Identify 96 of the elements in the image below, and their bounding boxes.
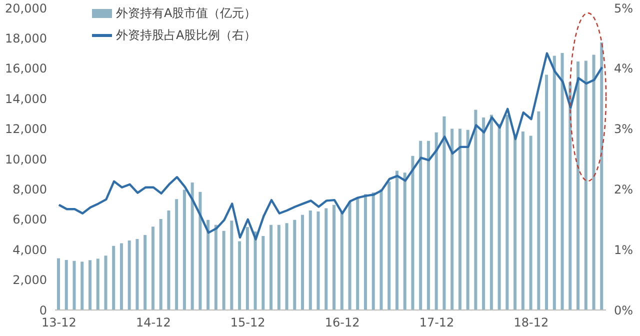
- bar: [96, 258, 100, 310]
- y2-tick-label: 4%: [614, 62, 634, 76]
- y-tick-label: 20,000: [5, 1, 47, 16]
- bar: [151, 226, 154, 310]
- x-tick-label: 13-12: [42, 316, 76, 330]
- bar: [411, 156, 414, 310]
- y2-tick-label: 2%: [614, 182, 634, 196]
- bar: [348, 202, 352, 310]
- bar: [285, 223, 288, 310]
- bar: [529, 136, 532, 310]
- x-tick-label: 17-12: [419, 316, 454, 330]
- bar: [120, 243, 123, 310]
- bar: [308, 210, 312, 310]
- bar: [584, 60, 588, 310]
- bar: [88, 260, 92, 310]
- bar: [159, 218, 162, 310]
- y-tick-label: 2,000: [12, 273, 47, 288]
- bar: [182, 190, 186, 310]
- x-tick-label: 16-12: [324, 316, 360, 330]
- bar: [450, 128, 454, 310]
- x-tick-label: 18-12: [514, 316, 549, 330]
- bar: [537, 111, 540, 310]
- bar: [372, 192, 375, 310]
- bar: [332, 204, 336, 310]
- bar: [419, 140, 422, 310]
- bar: [316, 212, 320, 310]
- bar: [490, 114, 493, 310]
- bar: [144, 234, 147, 310]
- bar: [198, 192, 202, 310]
- bar: [72, 260, 76, 310]
- bar: [136, 239, 139, 310]
- bar: [112, 246, 116, 310]
- bar: [506, 114, 509, 310]
- bar: [466, 130, 470, 310]
- y2-tick-label: 5%: [614, 1, 634, 16]
- bar: [482, 117, 486, 310]
- bar: [277, 224, 280, 310]
- bar: [592, 54, 596, 310]
- bar: [222, 230, 226, 310]
- bar: [340, 212, 344, 310]
- bar: [521, 132, 524, 310]
- y2-tick-label: 1%: [614, 242, 634, 257]
- y-tick-label: 10,000: [5, 152, 47, 166]
- bar: [175, 199, 178, 310]
- bar: [206, 220, 210, 310]
- y-tick-label: 0: [39, 303, 47, 318]
- bar: [403, 172, 406, 310]
- bar: [80, 262, 84, 310]
- bar: [568, 82, 572, 310]
- bar: [246, 226, 249, 310]
- bar: [128, 240, 131, 310]
- bar: [426, 140, 430, 310]
- bar: [57, 258, 60, 310]
- line-series: [58, 52, 604, 240]
- bar: [380, 189, 383, 310]
- y-tick-label: 8,000: [12, 182, 47, 196]
- bar: [364, 194, 367, 310]
- y2-tick-label: 3%: [614, 122, 634, 136]
- bar: [167, 210, 170, 310]
- legend-label: 外资持股占A股比例（右）: [116, 27, 256, 44]
- bar: [552, 56, 556, 310]
- bar: [395, 170, 398, 310]
- y-tick-label: 18,000: [5, 31, 47, 46]
- bar: [238, 241, 242, 310]
- y-tick-label: 4,000: [12, 242, 47, 257]
- bar: [545, 74, 548, 310]
- bar: [458, 128, 462, 310]
- bar: [301, 214, 304, 310]
- bar: [576, 61, 580, 310]
- bar: [324, 208, 328, 310]
- bar: [388, 182, 391, 310]
- bar: [230, 220, 234, 310]
- y2-tick-label: 0%: [614, 303, 634, 318]
- bar: [270, 224, 273, 310]
- bar: [293, 220, 296, 310]
- bar: [514, 136, 517, 310]
- y-tick-label: 12,000: [5, 122, 47, 136]
- bar: [600, 42, 604, 310]
- y-tick-label: 14,000: [5, 92, 47, 106]
- bar: [104, 256, 108, 310]
- bar: [190, 182, 194, 310]
- bar: [474, 110, 478, 310]
- bar: [214, 224, 218, 310]
- x-tick-label: 15-12: [230, 316, 266, 330]
- bar: [64, 260, 68, 310]
- bar: [560, 53, 564, 310]
- x-tick-label: 14-12: [136, 316, 171, 330]
- bar: [356, 198, 360, 310]
- y-tick-label: 16,000: [5, 62, 47, 76]
- bar: [442, 116, 446, 310]
- bar: [254, 231, 257, 310]
- bar: [498, 124, 501, 310]
- y-tick-label: 6,000: [12, 212, 47, 227]
- bar: [262, 236, 265, 310]
- bar: [434, 132, 438, 310]
- legend-label: 外资持有A股市值（亿元）: [116, 5, 256, 22]
